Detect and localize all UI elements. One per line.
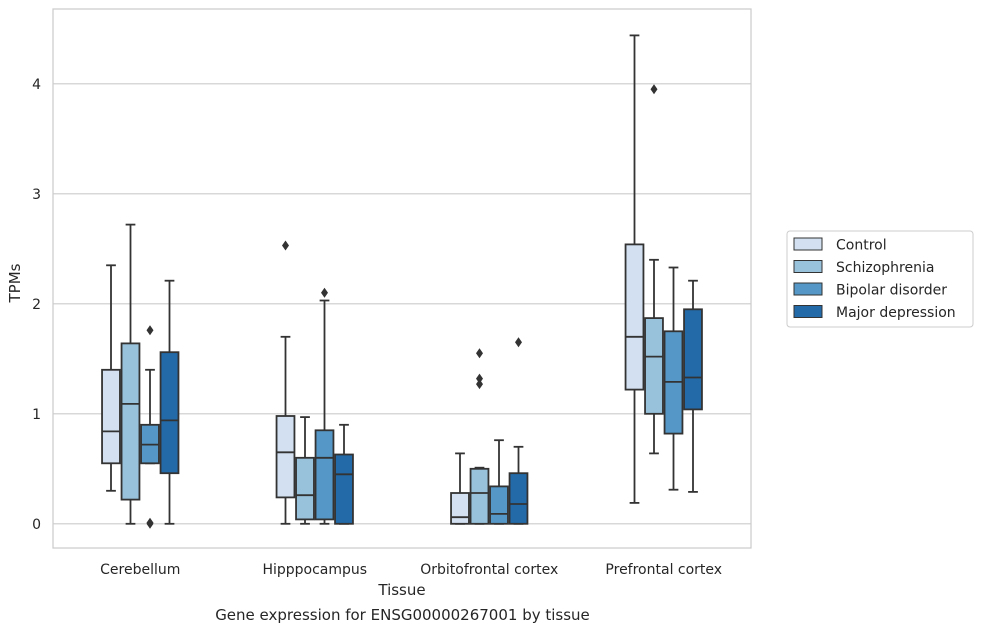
box-body [275,415,296,499]
box-body [683,308,703,411]
box [489,439,509,525]
box [469,348,490,525]
legend-swatch [793,282,823,296]
box-plot-series [101,34,703,529]
outlier-point [650,84,658,95]
box [683,279,703,493]
x-tick-label: Orbitofrontal cortex [420,562,558,578]
box [295,416,315,525]
box-body [314,429,335,521]
outlier-point [515,337,522,348]
box [450,452,470,525]
box-body [450,492,470,525]
outlier-point [476,348,483,359]
box-body [334,453,354,525]
y-axis-label: TPMs [6,263,24,303]
box-body [159,351,180,475]
figure-caption: Gene expression for ENSG00000267001 by t… [215,606,590,624]
legend: Control Schizophrenia Bipolar disorder Majo… [786,230,974,328]
outlier-point [321,287,328,298]
legend-label: Control [836,238,887,254]
y-tick-label: 0 [32,517,41,533]
series-2 [140,266,684,529]
box [101,264,121,492]
x-tick-label: Cerebellum [100,562,180,578]
outlier-point [476,379,483,390]
legend-swatch [793,305,823,318]
y-tick-labels: 0 1 2 3 4 [32,77,41,533]
series-3 [159,279,703,525]
box [624,34,645,504]
legend-frame [786,230,974,328]
box-body [120,342,141,501]
y-tick-label: 4 [32,77,41,93]
box-body [508,472,529,525]
box-body [624,243,645,391]
box [140,325,160,529]
legend-label: Bipolar disorder [836,283,947,299]
series-0 [101,34,645,525]
y-tick-label: 3 [32,187,41,203]
legend-label: Schizophrenia [836,260,934,276]
box-body [489,485,509,525]
plot-frame [52,8,752,549]
outlier-point [146,517,154,528]
box-body [101,368,121,465]
box [644,84,664,455]
box [508,337,529,525]
box [663,266,684,491]
legend-label: Major depression [836,305,956,321]
legend-swatch [793,260,823,273]
outlier-point [146,325,154,336]
x-axis-label: Tissue [377,581,425,599]
box-body [644,317,664,415]
box [275,240,296,525]
y-tick-label: 1 [32,407,41,423]
box [314,287,335,525]
box [334,423,354,525]
series-1 [120,84,664,525]
outlier-point [476,373,483,384]
legend-swatch [793,237,823,251]
box-body [295,456,315,521]
box [159,279,180,525]
y-tick-label: 2 [32,297,41,313]
x-tick-label: Prefrontal cortex [605,562,722,578]
x-tick-label: Hipppocampus [262,562,367,578]
outlier-point [282,240,289,251]
box-body [469,467,490,525]
x-tick-labels: Cerebellum Hipppocampus Orbitofrontal cort… [100,562,722,578]
box [120,223,141,525]
